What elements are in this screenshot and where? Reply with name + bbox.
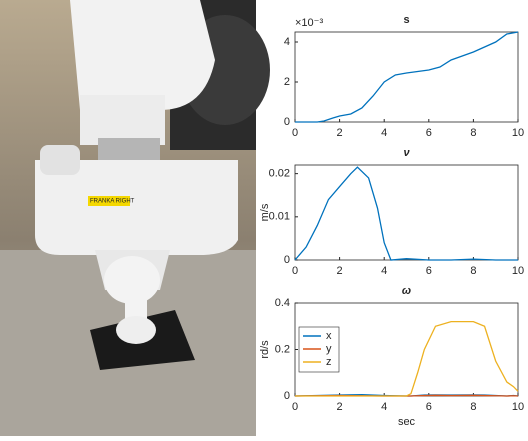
x-tick-label: 0 — [292, 265, 298, 277]
photo-label: FRANKA RIGHT — [90, 199, 135, 205]
plot-area — [295, 165, 518, 260]
x-tick-label: 0 — [292, 401, 298, 413]
y-tick-label: 0.2 — [275, 343, 290, 355]
x-tick-label: 2 — [337, 401, 343, 413]
x-tick-label: 6 — [426, 127, 432, 139]
y-tick-label: 4 — [284, 36, 290, 48]
photo: FRANKA RIGHT — [0, 0, 270, 436]
x-tick-label: 10 — [512, 127, 524, 139]
y-tick-label: 0.01 — [269, 211, 290, 223]
plot-area — [295, 32, 518, 122]
x-tick-label: 4 — [381, 127, 387, 139]
y-axis-label: rd/s — [259, 340, 271, 359]
legend-label: x — [326, 330, 332, 342]
x-tick-label: 8 — [470, 127, 476, 139]
x-tick-label: 6 — [426, 401, 432, 413]
x-tick-label: 6 — [426, 265, 432, 277]
y-tick-label: 0.4 — [275, 297, 290, 309]
x-tick-label: 4 — [381, 265, 387, 277]
chart-title: ω — [402, 285, 411, 297]
x-tick-label: 10 — [512, 265, 524, 277]
chart-title: s — [403, 14, 409, 26]
y-tick-label: 0 — [284, 254, 290, 266]
y-tick-label: 0 — [284, 390, 290, 402]
legend-label: y — [326, 343, 332, 355]
y-tick-label: 2 — [284, 76, 290, 88]
x-tick-label: 0 — [292, 127, 298, 139]
y-tick-label: 0 — [284, 116, 290, 128]
figure: FRANKA RIGHT s×10⁻³0246810024νm/s0246810… — [0, 0, 528, 436]
x-tick-label: 2 — [337, 127, 343, 139]
y-tick-label: 0.02 — [269, 168, 290, 180]
y-multiplier: ×10⁻³ — [295, 17, 323, 29]
x-tick-label: 8 — [470, 401, 476, 413]
legend-label: z — [326, 356, 332, 368]
x-tick-label: 4 — [381, 401, 387, 413]
chart-title: ν — [403, 147, 410, 159]
x-tick-label: 10 — [512, 401, 524, 413]
x-tick-label: 8 — [470, 265, 476, 277]
x-axis-label: sec — [398, 416, 416, 428]
x-tick-label: 2 — [337, 265, 343, 277]
